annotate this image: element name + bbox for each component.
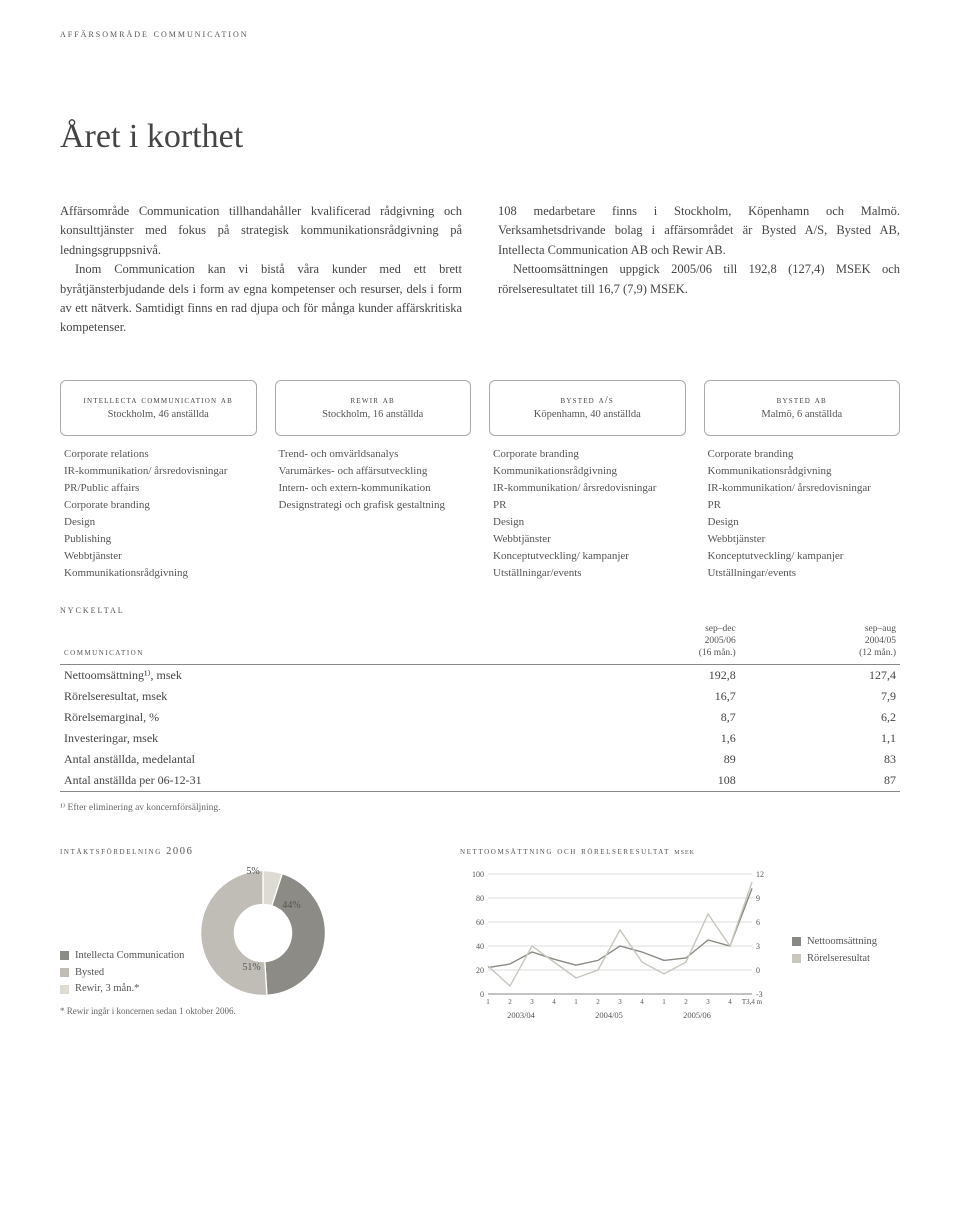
period-bot: (16 mån.) [583,648,735,660]
body-columns: Affärsområde Communication tillhandahåll… [60,202,900,338]
charts-row: intäktsfördelning 2006 Intellecta Commun… [60,845,900,1034]
company-boxes: intellecta communication abStockholm, 46… [60,380,900,582]
svg-text:1: 1 [574,998,578,1006]
pie-footnote: * Rewir ingår i koncernen sedan 1 oktobe… [60,1006,400,1016]
company-box: bysted abMalmö, 6 anställdaCorporate bra… [704,380,901,582]
svg-text:4: 4 [552,998,556,1006]
svg-text:0: 0 [480,990,484,999]
line-title-text: nettoomsättning och rörelseresultat [460,846,670,857]
svg-text:T3,4 m: T3,4 m [742,998,763,1006]
company-box: intellecta communication abStockholm, 46… [60,380,257,582]
pie-chart-block: intäktsfördelning 2006 Intellecta Commun… [60,845,400,1017]
svg-text:3: 3 [618,998,622,1006]
svg-text:20: 20 [476,966,484,975]
svg-text:3: 3 [756,942,760,951]
line-chart-block: nettoomsättning och rörelseresultat msek… [460,845,900,1034]
table-period-2: sep–aug 2004/05 (12 mån.) [740,622,900,664]
pie-title: intäktsfördelning 2006 [60,845,400,859]
svg-text:4: 4 [640,998,644,1006]
svg-text:80: 80 [476,894,484,903]
body-right: 108 medarbetare finns i Stockholm, Köpen… [498,202,900,338]
line-title: nettoomsättning och rörelseresultat msek [460,845,900,859]
svg-text:12: 12 [756,870,764,879]
table-col-label: communication [60,622,579,664]
line-chart: 020406080100-3036912123412341234T3,4 m20… [460,868,780,1033]
table-footnote: ¹⁾ Efter eliminering av koncernförsäljni… [60,802,900,813]
svg-text:2: 2 [684,998,688,1006]
section-header: affärsområde communication [60,28,900,40]
table-period-1: sep–dec 2005/06 (16 mån.) [579,622,739,664]
financial-table: communication sep–dec 2005/06 (16 mån.) … [60,622,900,792]
svg-text:9: 9 [756,894,760,903]
pie-legend: Intellecta CommunicationBystedRewir, 3 m… [60,948,184,998]
nyckeltal-heading: nyckeltal [60,604,900,616]
page-title: Året i korthet [60,118,900,156]
company-box: bysted a/sKöpenhamn, 40 anställdaCorpora… [489,380,686,582]
svg-text:2003/04: 2003/04 [507,1010,536,1020]
svg-text:2: 2 [508,998,512,1006]
svg-text:3: 3 [530,998,534,1006]
period-top: sep–aug [744,624,896,636]
svg-text:60: 60 [476,918,484,927]
company-box: rewir abStockholm, 16 anställdaTrend- oc… [275,380,472,582]
svg-text:4: 4 [728,998,732,1006]
period-mid: 2004/05 [744,636,896,648]
svg-text:1: 1 [662,998,666,1006]
donut-chart: 44%51%5% [198,868,328,998]
svg-text:2005/06: 2005/06 [683,1010,711,1020]
period-mid: 2005/06 [583,636,735,648]
line-legend: NettoomsättningRörelseresultat [792,934,877,968]
svg-text:40: 40 [476,942,484,951]
svg-text:3: 3 [706,998,710,1006]
period-bot: (12 mån.) [744,648,896,660]
svg-text:0: 0 [756,966,760,975]
period-top: sep–dec [583,624,735,636]
line-title-unit: msek [674,846,695,856]
svg-text:100: 100 [472,870,484,879]
svg-text:2: 2 [596,998,600,1006]
body-left: Affärsområde Communication tillhandahåll… [60,202,462,338]
svg-text:6: 6 [756,918,760,927]
svg-text:1: 1 [486,998,490,1006]
svg-text:2004/05: 2004/05 [595,1010,623,1020]
